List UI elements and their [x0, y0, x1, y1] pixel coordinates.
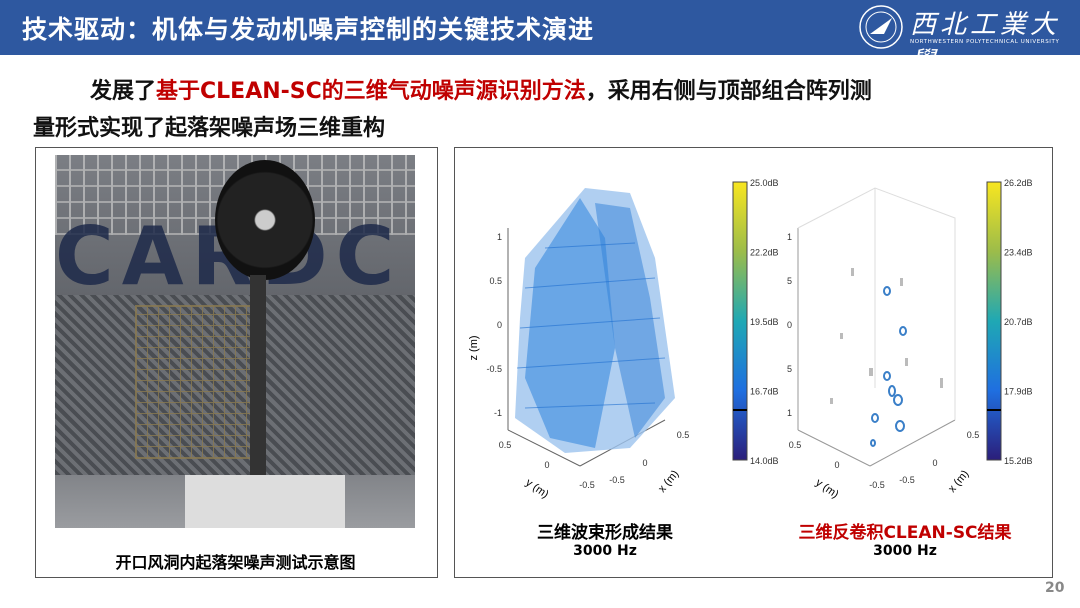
z-tick-label: 1	[787, 232, 792, 242]
z-tick-label: -0.5	[486, 364, 502, 374]
y-tick-label: 0	[834, 460, 839, 470]
z-tick-label: -1	[494, 408, 502, 418]
colorbar-tick-label: 25.0dB	[750, 178, 779, 188]
x-tick-label: 0	[932, 458, 937, 468]
y-tick-label: 0.5	[499, 440, 512, 450]
colorbar-tick-label: 22.2dB	[750, 248, 779, 258]
y-axis-label: y (m)	[523, 477, 550, 501]
plot1-caption: 三维波束形成结果	[537, 523, 673, 543]
x-axis-label: x (m)	[656, 468, 681, 495]
x-tick-label: 0.5	[677, 430, 690, 440]
y-tick-label: -0.5	[869, 480, 885, 490]
colorbar-tick-label: 19.5dB	[750, 317, 779, 327]
page-number: 20	[1045, 580, 1065, 596]
plot2-freq: 3000 Hz	[873, 543, 937, 559]
header-bar	[0, 0, 1080, 55]
plot1-freq: 3000 Hz	[573, 543, 637, 559]
x-tick-label: 0.5	[967, 430, 980, 440]
z-tick-label: 5	[787, 276, 792, 286]
left-caption: 开口风洞内起落架噪声测试示意图	[115, 553, 356, 572]
y-tick-label: -0.5	[579, 480, 595, 490]
z-axis-label: z (m)	[468, 335, 480, 360]
emblem-icon	[859, 5, 903, 49]
clean-sc-plot	[797, 187, 956, 467]
landing-gear-photo: CARDC	[55, 155, 415, 528]
colorbar-tick-label: 17.9dB	[1004, 387, 1033, 397]
colorbar-2	[986, 181, 1002, 461]
plots-area: 10.50-0.5-10.50-0.5 -0.500.5 z (m) y (m) …	[468, 178, 1033, 501]
x-axis-label-2: x (m)	[946, 468, 971, 495]
colorbar-1	[732, 181, 748, 461]
colorbar-tick-label: 16.7dB	[750, 387, 779, 397]
logo-name-en: NORTHWESTERN POLYTECHNICAL UNIVERSITY	[910, 39, 1060, 45]
y-tick-label: 0	[544, 460, 549, 470]
y-tick-label: 0.5	[789, 440, 802, 450]
z-tick-label: 1	[497, 232, 502, 242]
slide-title: 技术驱动：机体与发动机噪声控制的关键技术演进	[22, 15, 595, 44]
subtitle-line2: 量形式实现了起落架噪声场三维重构	[33, 116, 386, 141]
colorbar-tick-label: 15.2dB	[1004, 456, 1033, 466]
z-tick-label: 0	[787, 320, 792, 330]
university-logo: 西北工業大學 NORTHWESTERN POLYTECHNICAL UNIVER…	[858, 4, 1068, 77]
subtitle-line1: 发展了基于CLEAN-SC的三维气动噪声源识别方法，采用右侧与顶部组合阵列测	[90, 79, 872, 104]
colorbar-tick-label: 20.7dB	[1004, 317, 1033, 327]
plot2-caption: 三维反卷积CLEAN-SC结果	[798, 523, 1012, 543]
x-tick-label: -0.5	[609, 475, 625, 485]
z-tick-label: 0.5	[489, 276, 502, 286]
colorbar-tick-label: 14.0dB	[750, 456, 779, 466]
x-tick-label: 0	[642, 458, 647, 468]
logo-name-cn: 西北工業大學	[910, 10, 1061, 77]
z-tick-label: 5	[787, 364, 792, 374]
x-tick-label: -0.5	[899, 475, 915, 485]
beamforming-plot	[507, 188, 675, 467]
subtitle-highlight: 基于CLEAN-SC的三维气动噪声源识别方法	[156, 79, 586, 104]
colorbar-tick-label: 23.4dB	[1004, 248, 1033, 258]
z-tick-label: 0	[497, 320, 502, 330]
y-axis-label-2: y (m)	[813, 477, 840, 501]
colorbar-tick-label: 26.2dB	[1004, 178, 1033, 188]
z-tick-label: 1	[787, 408, 792, 418]
